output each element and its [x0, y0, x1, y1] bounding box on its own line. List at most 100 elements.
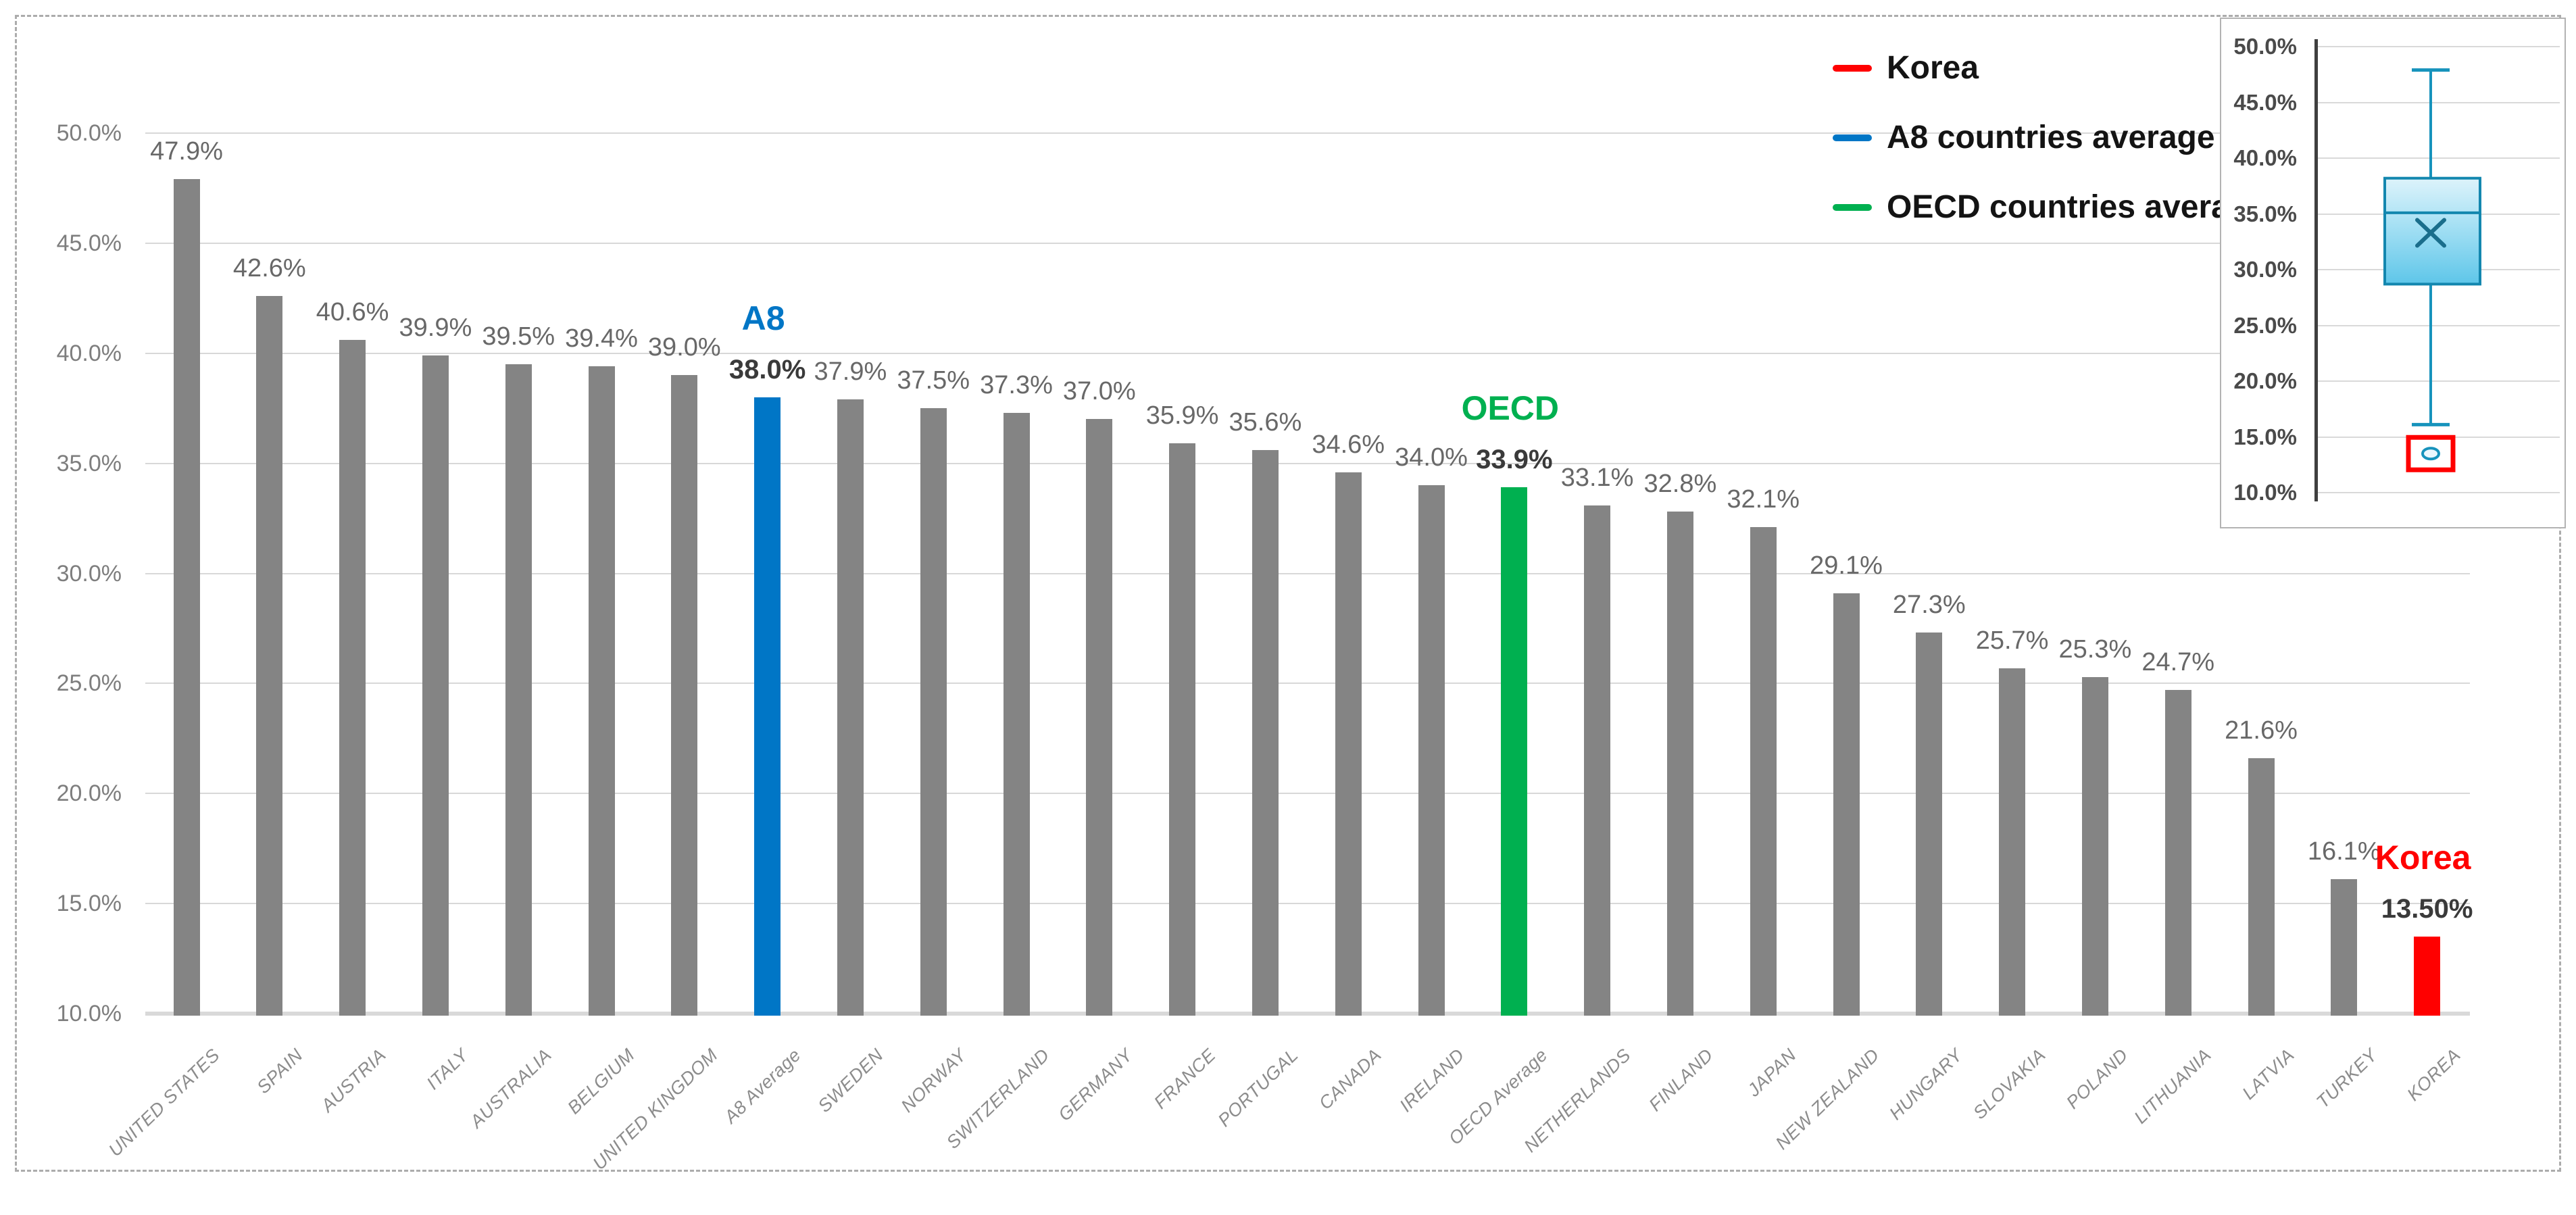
y-axis-tick-label: 40.0%	[56, 340, 122, 366]
bar-united-kingdom	[671, 375, 698, 1016]
bar-australia	[505, 364, 532, 1016]
bar-poland	[2081, 676, 2108, 1016]
bar-slovakia	[1999, 668, 2026, 1016]
boxplot-gridline-25	[2318, 324, 2560, 326]
boxplot-gridline-40	[2318, 157, 2560, 159]
category-label-norway: NORWAY	[897, 1045, 971, 1117]
gridline-50	[145, 132, 2470, 134]
bar-value-label-belgium: 39.4%	[565, 324, 638, 353]
bar-value-label-portugal: 35.6%	[1229, 408, 1302, 437]
bar-value-label-switzerland: 37.3%	[980, 370, 1053, 399]
boxplot-y-tick-label: 50.0%	[2233, 34, 2297, 59]
bar-value-label-norway: 37.5%	[897, 366, 970, 395]
bar-value-label-finland: 32.8%	[1643, 470, 1717, 499]
category-label-lithuania: LITHUANIA	[2130, 1045, 2216, 1128]
category-label-japan: JAPAN	[1743, 1045, 1801, 1101]
bar-ireland	[1418, 485, 1445, 1016]
legend-item-oecd-average: OECD countries average	[1833, 172, 2267, 242]
boxplot-y-tick-label: 40.0%	[2233, 145, 2297, 170]
y-axis-tick-label: 10.0%	[56, 1001, 122, 1026]
bar-value-label-new-zealand: 29.1%	[1810, 551, 1883, 580]
category-label-finland: FINLAND	[1645, 1045, 1718, 1116]
category-label-austria: AUSTRIA	[316, 1045, 390, 1116]
bar-value-label-latvia: 21.6%	[2225, 716, 2298, 745]
category-label-germany: GERMANY	[1054, 1045, 1137, 1125]
bar-latvia	[2248, 758, 2275, 1016]
bar-value-label-united-kingdom: 39.0%	[647, 333, 721, 362]
bar-value-label-poland: 25.3%	[2058, 635, 2132, 664]
legend: Korea A8 countries average OECD countrie…	[1833, 33, 2267, 242]
bar-canada	[1335, 472, 1362, 1016]
bar-spain	[256, 296, 283, 1016]
bar-value-label-netherlands: 33.1%	[1560, 463, 1634, 492]
y-axis-tick-label: 25.0%	[56, 670, 122, 697]
gridline-40	[145, 352, 2470, 354]
boxplot-gridline-50	[2318, 46, 2560, 47]
bar-value-label-germany: 37.0%	[1062, 377, 1136, 406]
y-axis-tick-label: 30.0%	[56, 560, 122, 587]
gridline-35	[145, 462, 2470, 464]
bar-value-label-australia: 39.5%	[482, 322, 555, 351]
bar-korea	[2414, 936, 2441, 1016]
y-axis-tick-label: 35.0%	[56, 450, 122, 476]
bar-belgium	[588, 366, 615, 1016]
bar-norway	[920, 408, 947, 1016]
legend-label-a8-average: A8 countries average	[1887, 120, 2215, 155]
bar-switzerland	[1003, 412, 1030, 1016]
category-label-turkey: TURKEY	[2312, 1045, 2381, 1112]
category-label-australia: AUSTRALIA	[466, 1045, 556, 1132]
bar-netherlands	[1584, 505, 1611, 1016]
boxplot-y-tick-label: 15.0%	[2233, 424, 2297, 449]
category-label-sweden: SWEDEN	[814, 1045, 888, 1116]
bar-portugal	[1252, 450, 1279, 1016]
bar-japan	[1750, 527, 1777, 1016]
category-label-latvia: LATVIA	[2238, 1045, 2298, 1104]
boxplot-y-axis-line	[2314, 39, 2318, 501]
bar-value-label-japan: 32.1%	[1727, 485, 1800, 514]
bar-value-label-france: 35.9%	[1145, 401, 1219, 430]
bar-value-label-turkey: 16.1%	[2307, 837, 2381, 866]
y-axis-tick-label: 50.0%	[56, 120, 122, 146]
bar-value-label-ireland: 34.0%	[1395, 443, 1468, 472]
mean-marker-x-icon	[2415, 218, 2446, 248]
bar-value-label-canada: 34.6%	[1312, 430, 1385, 459]
category-label-united-kingdom: UNITED KINGDOM	[589, 1045, 722, 1174]
boxplot-inset-panel: 50.0% 45.0% 40.0% 35.0% 30.0% 25.0% 20.0% 15.0%…	[2220, 18, 2566, 528]
category-label-ireland: IRELAND	[1395, 1045, 1468, 1116]
category-label-portugal: PORTUGAL	[1214, 1045, 1303, 1131]
bar-austria	[339, 340, 366, 1016]
category-label-france: FRANCE	[1149, 1045, 1220, 1113]
bar-value-label-hungary: 27.3%	[1892, 591, 1966, 620]
annotation-korea: Korea	[2375, 838, 2471, 876]
bar-united-states	[173, 179, 200, 1016]
gridline-20	[145, 793, 2470, 795]
category-label-spain: SPAIN	[253, 1045, 307, 1098]
category-label-a8-average: A8 Average	[720, 1045, 805, 1128]
bar-value-label-slovakia: 25.7%	[1975, 626, 2049, 655]
legend-item-korea: Korea	[1833, 33, 2267, 103]
gridline-25	[145, 683, 2470, 685]
bar-value-label-oecd-average: 33.9%	[1476, 445, 1553, 475]
bar-france	[1169, 443, 1196, 1016]
bar-oecd-average	[1501, 487, 1528, 1016]
boxplot-y-tick-label: 45.0%	[2233, 89, 2297, 115]
bar-italy	[422, 355, 449, 1016]
outlier-marker	[2421, 447, 2440, 461]
category-label-switzerland: SWITZERLAND	[942, 1045, 1054, 1153]
boxplot-y-tick-label: 25.0%	[2233, 312, 2297, 338]
category-label-new-zealand: NEW ZEALAND	[1771, 1045, 1883, 1154]
boxplot-gridline-10	[2318, 492, 2560, 493]
oecd-average-swatch-icon	[1833, 203, 1872, 211]
bar-lithuania	[2164, 690, 2191, 1016]
bar-new-zealand	[1833, 593, 1860, 1016]
boxplot-figure	[2383, 68, 2481, 472]
y-axis-tick-label: 45.0%	[56, 230, 122, 256]
bar-a8-average	[754, 397, 781, 1016]
bar-value-label-lithuania: 24.7%	[2141, 648, 2215, 677]
category-label-netherlands: NETHERLANDS	[1520, 1045, 1635, 1157]
korea-swatch-icon	[1833, 64, 1872, 72]
bar-finland	[1666, 512, 1693, 1016]
bar-value-label-korea: 13.50%	[2381, 893, 2473, 924]
boxplot-y-tick-label: 35.0%	[2233, 201, 2297, 226]
category-label-united-states: UNITED STATES	[104, 1045, 224, 1161]
